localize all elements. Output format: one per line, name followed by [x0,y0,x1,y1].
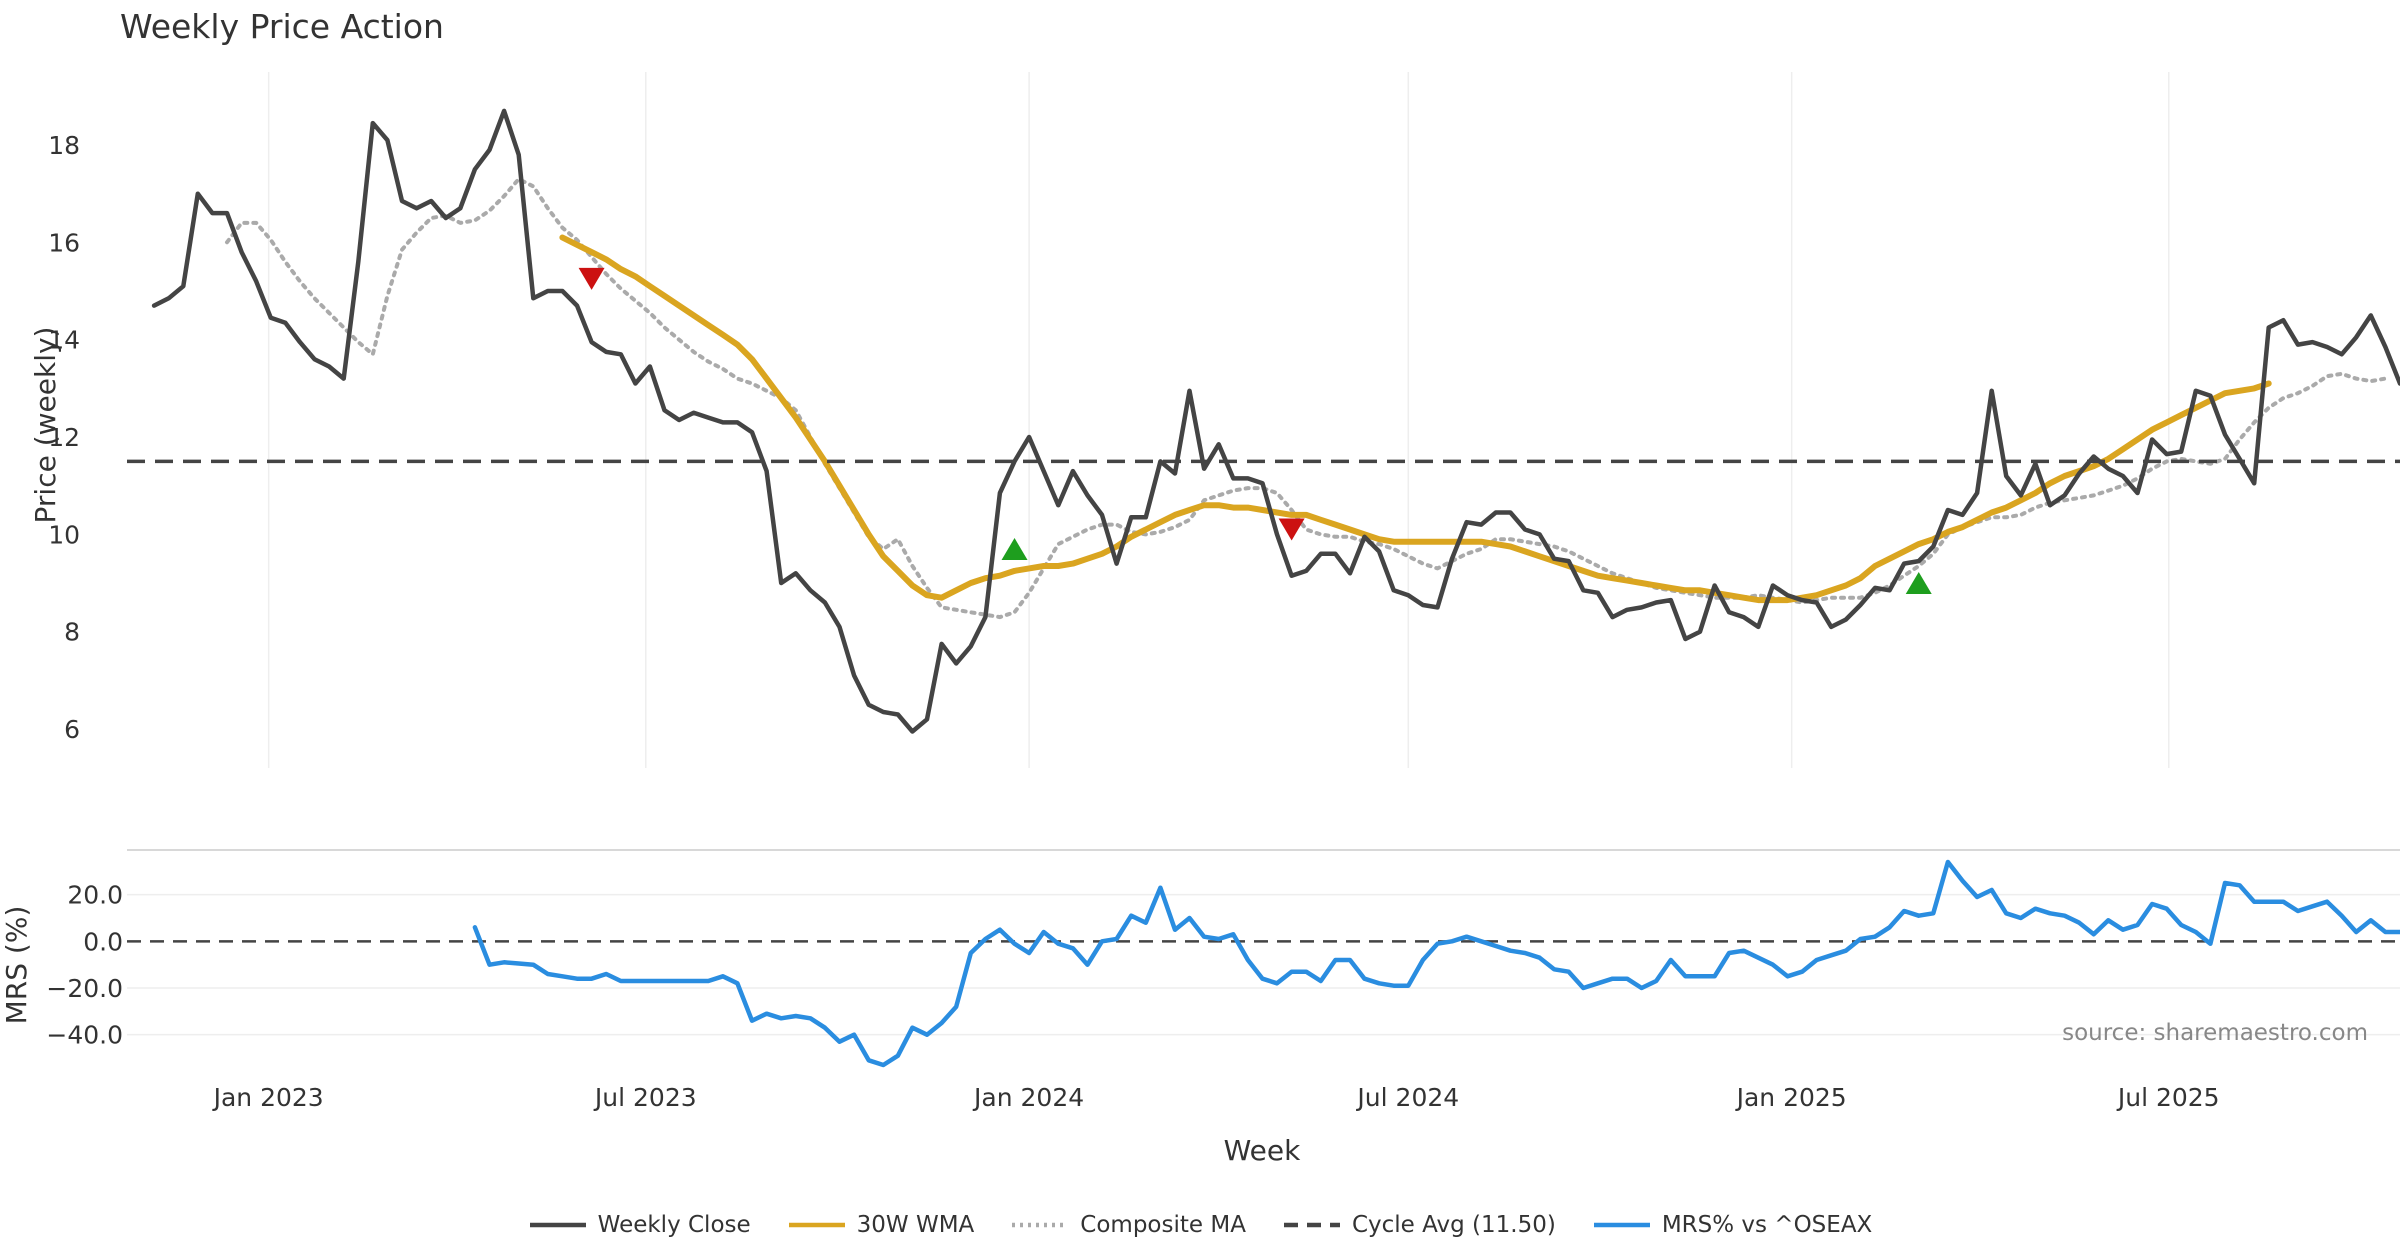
x-tick-label: Jul 2024 [1355,1083,1459,1112]
mrs-axis-label: MRS (%) [0,906,33,1025]
legend-item: Weekly Close [528,1212,751,1238]
x-tick-label: Jan 2024 [972,1083,1084,1112]
series-line-30w-wma [559,234,2272,604]
price-panel: 6 8 10 12 14 16 18 [48,72,2400,768]
price-tick-label: 6 [64,715,80,744]
legend-label: Weekly Close [597,1212,751,1238]
sell-signal-marker [1278,518,1305,541]
legend-label: Composite MA [1080,1212,1246,1238]
series-line-mrs [472,859,2400,1068]
price-tick-label: 14 [48,326,80,355]
source-credit: source: sharemaestro.com [2062,1020,2368,1046]
price-axis-label: Price (weekly) [29,327,62,524]
legend-label: Cycle Avg (11.50) [1351,1212,1556,1238]
legend-swatch [1283,1222,1340,1228]
legend-label: MRS% vs ^OSEAX [1661,1212,1873,1238]
sell-signal-marker [578,267,605,290]
legend-item: Cycle Avg (11.50) [1282,1212,1556,1238]
price-tick-label: 16 [48,228,80,257]
legend-swatch [529,1222,586,1228]
series-line-composite-ma [225,177,2388,620]
legend-item: Composite MA [1010,1212,1246,1238]
x-axis-label: Week [1224,1134,1301,1167]
x-tick-label: Jan 2023 [212,1083,324,1112]
mrs-tick-label: 20.0 [67,881,123,910]
legend-swatch [1593,1222,1650,1228]
legend-swatch [1012,1222,1069,1228]
legend-swatch [788,1222,845,1228]
price-tick-label: 8 [64,618,80,647]
mrs-tick-label: −20.0 [46,974,123,1003]
chart-title: Weekly Price Action [120,7,444,46]
x-tick-label: Jan 2025 [1735,1083,1847,1112]
x-tick-label: Jul 2025 [2116,1083,2220,1112]
legend-item: 30W WMA [787,1212,975,1238]
series-line-weekly-close [151,108,2400,734]
buy-signal-marker [1905,572,1932,595]
legend-label: 30W WMA [856,1212,975,1238]
price-tick-label: 10 [48,520,80,549]
price-tick-label: 12 [48,423,80,452]
buy-signal-marker [1001,537,1028,560]
legend-item: MRS% vs ^OSEAX [1592,1212,1873,1238]
mrs-tick-label: 0.0 [83,927,123,956]
x-tick-label: Jul 2023 [593,1083,697,1112]
mrs-panel: 20.0 0.0 −20.0 −40.0 Jan 2023 Jul 2023 Jan 202… [46,849,2400,1112]
legend: Weekly Close 30W WMA Composite MA Cycle Avg… [0,1212,2400,1238]
price-tick-label: 18 [48,131,80,160]
mrs-tick-label: −40.0 [46,1021,123,1050]
